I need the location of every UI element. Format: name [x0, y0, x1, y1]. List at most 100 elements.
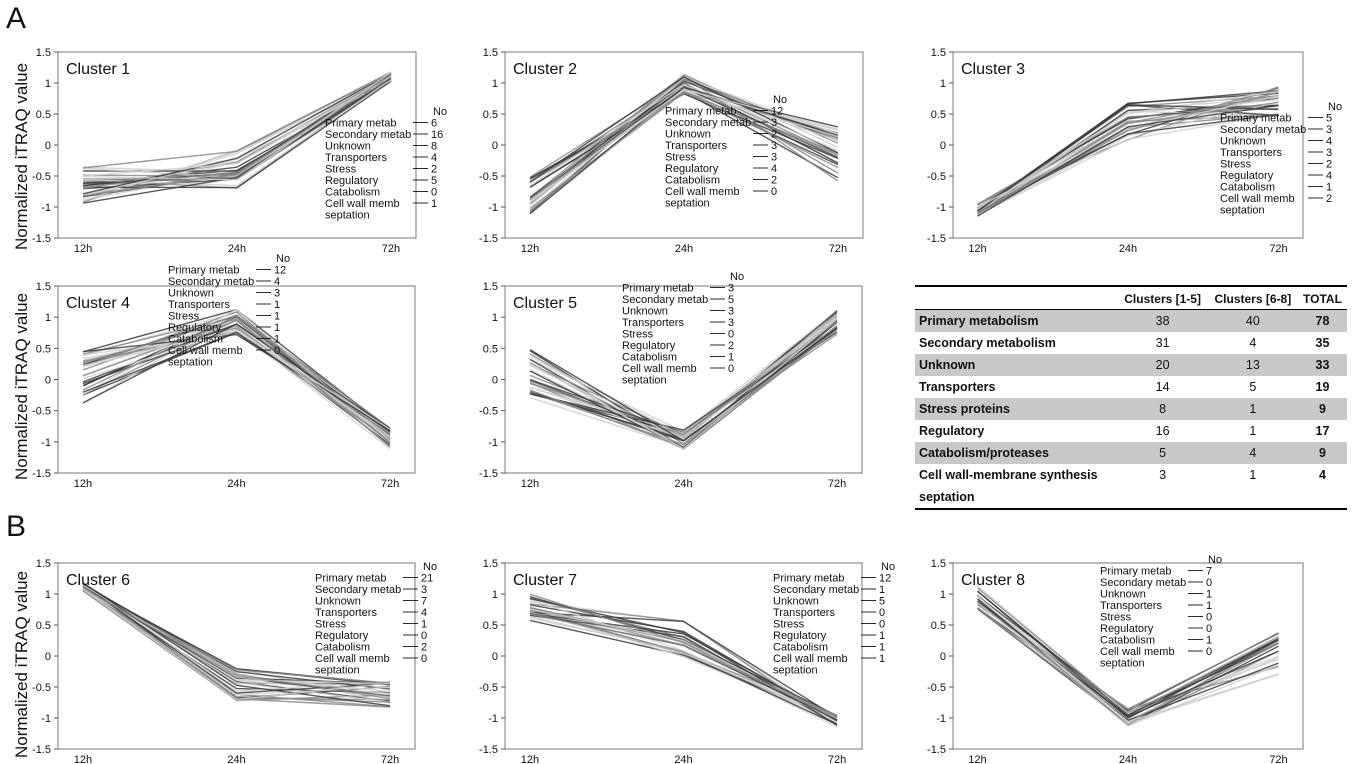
table-row: Transporters 14 5 19 [915, 376, 1347, 398]
x-tick-label: 24h [1119, 243, 1137, 255]
annotation-label: Regulatory [665, 163, 719, 175]
profile-line [977, 95, 1279, 208]
annotation-count: 2 [728, 340, 734, 352]
annotation-count: 1 [274, 311, 280, 323]
annotation-count: 2 [431, 164, 437, 176]
profile-line [977, 113, 1279, 216]
x-tick-label: 72h [1269, 754, 1287, 764]
table-cell-total: 35 [1315, 336, 1330, 350]
y-tick-label: 0 [45, 375, 51, 387]
chart-root: 1.5 1 0.5 0 -0.5 -1 -1.5 12h 24h 72h Cluster 2 No Pr… [479, 47, 864, 255]
x-tick-label: 24h [674, 478, 692, 490]
chart-root: 1.5 1 0.5 0 -0.5 -1 -1.5 12h 24h 72h Cluster 3 No Pr… [927, 47, 1342, 255]
annotation-count: 3 [274, 288, 280, 300]
y-tick-label: -0.5 [32, 682, 51, 694]
x-tick-label: 72h [382, 243, 400, 255]
table-header-clusters-1-5: Clusters [1-5] [1117, 285, 1208, 310]
profile-line [529, 326, 838, 442]
table-cell-category: Unknown [915, 354, 1118, 376]
annotation-count: 3 [421, 584, 427, 596]
annotation-label: Cell wall memb [773, 653, 848, 665]
table-cell-clusters-6-8: 1 [1249, 468, 1257, 482]
annotation-label: Catabolism [1100, 635, 1155, 647]
profile-line [529, 611, 838, 720]
y-tick-label: -1 [936, 713, 946, 725]
annotation-count: 21 [421, 573, 433, 585]
y-tick-label: -0.5 [479, 406, 498, 418]
annotation-header: No [1328, 101, 1342, 113]
profile-line [529, 74, 839, 198]
cluster-title: Cluster 5 [513, 295, 577, 312]
y-tick-label: 0.5 [931, 620, 946, 632]
annotation-header: No [1208, 554, 1222, 566]
profile-line [82, 72, 392, 169]
chart-root: 1.5 1 0.5 0 -0.5 -1 -1.5 12h 24h 72h Cluster 6 No Pr… [32, 558, 437, 764]
annotation-label: Catabolism [168, 334, 223, 346]
table-cell-empty [1297, 486, 1347, 510]
annotation-label: Catabolism [665, 175, 720, 187]
y-tick-label: 1 [940, 78, 946, 90]
profile-line [83, 80, 392, 189]
x-tick-label: 72h [1269, 243, 1287, 255]
profile-line [82, 329, 391, 430]
panel-label-b: B [6, 510, 27, 543]
annotation-label: Secondary metab [325, 129, 411, 141]
annotation-label: Cell wall memb [1220, 193, 1295, 205]
y-tick-label: -1.5 [479, 468, 498, 480]
annotation-count: 5 [431, 175, 437, 187]
annotation-label: Secondary metab [665, 117, 751, 129]
x-tick-label: 12h [74, 243, 92, 255]
annotation-label: Unknown [773, 596, 819, 608]
annotation-label: Primary metab [773, 573, 845, 585]
annotation-label: Transporters [773, 607, 835, 619]
panel-label-a: A [6, 2, 27, 35]
table-cell-category: Stress proteins [915, 398, 1118, 420]
y-tick-label: 0.5 [483, 343, 498, 355]
annotation-header: No [881, 561, 895, 573]
annotation-count: 0 [421, 653, 427, 665]
annotation-count: 4 [421, 607, 427, 619]
x-tick-label: 12h [521, 478, 539, 490]
annotation-label: Unknown [622, 306, 668, 318]
cluster-title: Cluster 3 [961, 61, 1025, 78]
cluster-title: Cluster 8 [961, 572, 1025, 589]
x-tick-label: 24h [674, 754, 692, 764]
annotation-count: 1 [421, 619, 427, 631]
annotation-count: 3 [728, 317, 734, 329]
profile-line [82, 583, 391, 690]
annotation-label: Catabolism [325, 187, 380, 199]
annotation-label: Regulatory [168, 322, 222, 334]
annotation-count: 4 [274, 276, 280, 288]
x-tick-label: 24h [227, 478, 245, 490]
x-tick-label: 12h [74, 478, 92, 490]
table-cell-clusters-1-5: 8 [1117, 398, 1208, 420]
chart-root: 1.5 1 0.5 0 -0.5 -1 -1.5 12h 24h 72h Cluster 7 No Pr… [479, 558, 895, 764]
annotation-label: Unknown [325, 141, 371, 153]
x-tick-label: 12h [521, 754, 539, 764]
annotation-count: 0 [431, 187, 437, 199]
table-cell-total: 19 [1315, 380, 1330, 394]
annotation-count: 0 [1206, 646, 1212, 658]
annotation-label: Transporters [1220, 147, 1282, 159]
profile-line [82, 584, 391, 693]
table-cell-empty [1207, 486, 1298, 510]
profile-line [977, 600, 1279, 718]
y-tick-label: -1.5 [927, 744, 946, 756]
y-tick-label: 0 [492, 140, 498, 152]
annotation-header: No [433, 106, 447, 118]
x-tick-label: 12h [521, 243, 539, 255]
chart-root: 1.5 1 0.5 0 -0.5 -1 -1.5 12h 24h 72h Cluster 4 No Pr… [32, 253, 416, 490]
y-tick-label: 1 [492, 312, 498, 324]
table-cell-clusters-6-8: 1 [1249, 424, 1257, 438]
annotation-count: 2 [1326, 193, 1332, 205]
y-tick-label: -1.5 [927, 233, 946, 245]
table-cell-category: Secondary metabolism [919, 336, 1056, 350]
table-cell-clusters-1-5: 3 [1159, 468, 1167, 482]
annotation-count: 16 [431, 129, 443, 141]
cluster-title: Cluster 6 [66, 572, 130, 589]
annotation-label: Primary metab [622, 283, 694, 295]
annotation-count: 0 [421, 630, 427, 642]
table-row: Catabolism/proteases 5 4 9 [915, 442, 1347, 464]
